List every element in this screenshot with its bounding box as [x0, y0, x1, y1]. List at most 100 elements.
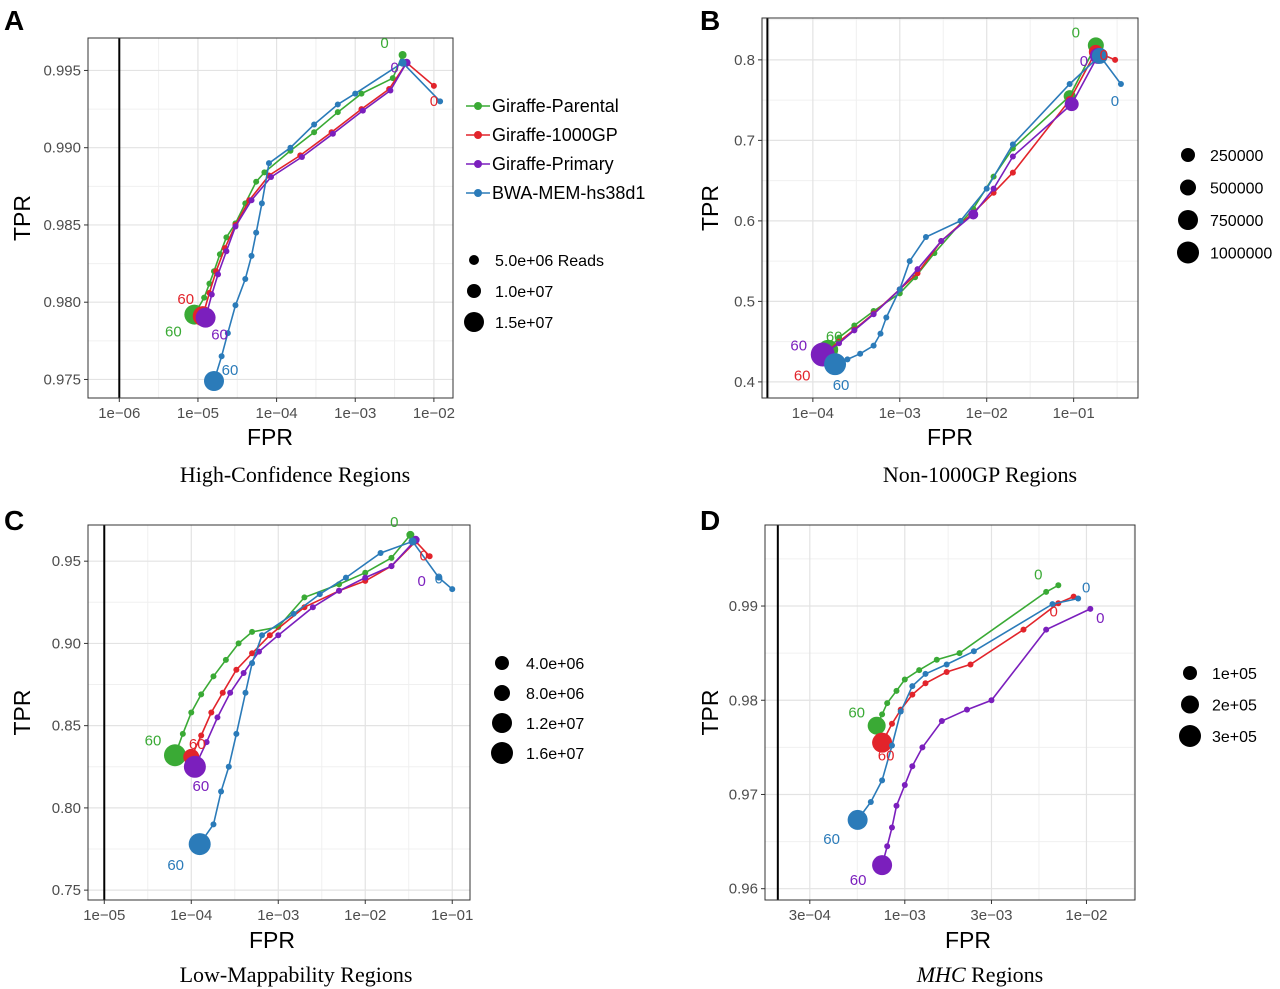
- series-line-giraffe-primary: [204, 62, 408, 318]
- size-legend-marker: [1179, 725, 1201, 747]
- plot-border: [761, 17, 1139, 399]
- data-point: [268, 174, 275, 181]
- data-point: [387, 87, 394, 94]
- data-point: [938, 238, 945, 245]
- mapq-label: 0: [435, 571, 443, 588]
- mapq-label: 60: [189, 736, 206, 753]
- data-point: [265, 160, 272, 167]
- mapq-label: 60: [850, 872, 867, 889]
- y-tick-label: 0.85: [52, 718, 81, 735]
- size-legend-label: 1000000: [1210, 246, 1272, 263]
- x-tick-label: 1e−04: [256, 405, 298, 422]
- data-point: [919, 744, 926, 751]
- data-point: [893, 802, 900, 809]
- data-point: [957, 217, 964, 224]
- data-point: [316, 591, 323, 598]
- mapq-label: 60: [193, 778, 210, 795]
- data-point: [223, 248, 230, 255]
- data-point: [922, 670, 929, 677]
- x-axis-title: FPR: [927, 424, 973, 450]
- mapq-label: 0: [1080, 53, 1088, 70]
- data-point: [362, 574, 369, 581]
- data-point: [232, 302, 239, 309]
- y-tick-label: 0.8: [734, 52, 755, 69]
- data-point: [188, 709, 195, 716]
- data-point: [884, 843, 891, 850]
- data-point: [248, 197, 255, 204]
- size-legend-marker: [467, 284, 481, 298]
- data-point: [943, 668, 950, 675]
- x-tick-label: 1e−03: [334, 405, 376, 422]
- data-point: [883, 314, 890, 321]
- data-point: [253, 178, 260, 185]
- data-point: [188, 833, 211, 856]
- series-layer: 60 0 60 0 60 0 60: [165, 35, 444, 392]
- y-tick-label: 0.98: [729, 692, 758, 709]
- data-point: [334, 101, 341, 108]
- y-tick-label: 0.5: [734, 293, 755, 310]
- data-point: [206, 280, 213, 287]
- data-point: [879, 711, 886, 718]
- size-legend-marker: [1177, 241, 1199, 264]
- size-legend-label: 1.0e+07: [495, 284, 553, 301]
- mapq-label: 60: [878, 748, 895, 765]
- x-tick-label: 1e−03: [884, 907, 926, 924]
- x-tick-label: 1e−05: [177, 405, 219, 422]
- data-point: [261, 169, 268, 176]
- data-point: [857, 350, 864, 357]
- data-point: [938, 717, 945, 724]
- x-tick-label: 1e−02: [966, 405, 1008, 422]
- series-layer: 60 0 60 0 60 0 60 0: [790, 24, 1124, 394]
- data-point: [290, 610, 297, 617]
- data-point: [901, 782, 908, 789]
- panel-letter: C: [4, 505, 24, 536]
- series-line-giraffe-parental: [875, 584, 1059, 727]
- data-point: [870, 311, 877, 318]
- data-point: [1087, 605, 1094, 612]
- legend-marker: [474, 131, 482, 139]
- data-point: [242, 276, 249, 283]
- data-point: [964, 706, 971, 713]
- legend-label: Giraffe-Primary: [492, 154, 614, 174]
- data-point: [896, 286, 903, 293]
- data-point: [227, 689, 234, 696]
- data-point: [298, 153, 305, 160]
- data-point: [210, 821, 217, 828]
- data-point: [253, 229, 260, 236]
- data-point: [218, 353, 225, 360]
- plot-area: [88, 38, 453, 398]
- plot-border: [764, 524, 1136, 901]
- data-point: [877, 330, 884, 337]
- data-point: [430, 82, 437, 89]
- data-point: [983, 185, 990, 192]
- panel-title: Non-1000GP Regions: [883, 462, 1077, 487]
- data-point: [1064, 97, 1079, 112]
- data-point: [888, 720, 895, 727]
- data-point: [203, 739, 210, 746]
- panel-d: D 3e−04 1e−03 3e−03 1e−02 0.96 0.97 0.98 0.99 FPR…: [697, 505, 1257, 987]
- data-point: [1009, 153, 1016, 160]
- panel-letter: B: [700, 5, 720, 36]
- x-tick-label: 1e−02: [344, 907, 386, 924]
- mapq-label: 60: [794, 368, 811, 385]
- data-point: [352, 90, 359, 97]
- series-line-giraffe-parental: [193, 54, 404, 316]
- data-point: [1091, 47, 1108, 64]
- data-point: [867, 799, 874, 806]
- data-point: [218, 788, 225, 795]
- panel-b: B 1e−04 1e−03 1e−02 1e−01 0.4 0.5 0.6 0.7 0.8 FPR T…: [697, 5, 1272, 487]
- gridlines: [765, 525, 1135, 900]
- data-point: [336, 587, 343, 594]
- x-tick-label: 1e−05: [83, 907, 125, 924]
- data-point: [225, 763, 232, 770]
- series-layer: 60 0 60 0 60 0 60 0: [823, 566, 1104, 889]
- size-legend-label: 1.5e+07: [495, 315, 553, 332]
- x-axis-title: FPR: [249, 927, 295, 953]
- plot-area: [762, 18, 1138, 398]
- y-tick-label: 0.995: [43, 62, 81, 79]
- size-legend-marker: [491, 742, 513, 764]
- data-point: [203, 371, 224, 392]
- size-legend: 250000 500000 750000 1000000: [1177, 148, 1272, 264]
- data-point: [888, 742, 895, 749]
- size-legend-label: 4.0e+06: [526, 656, 584, 673]
